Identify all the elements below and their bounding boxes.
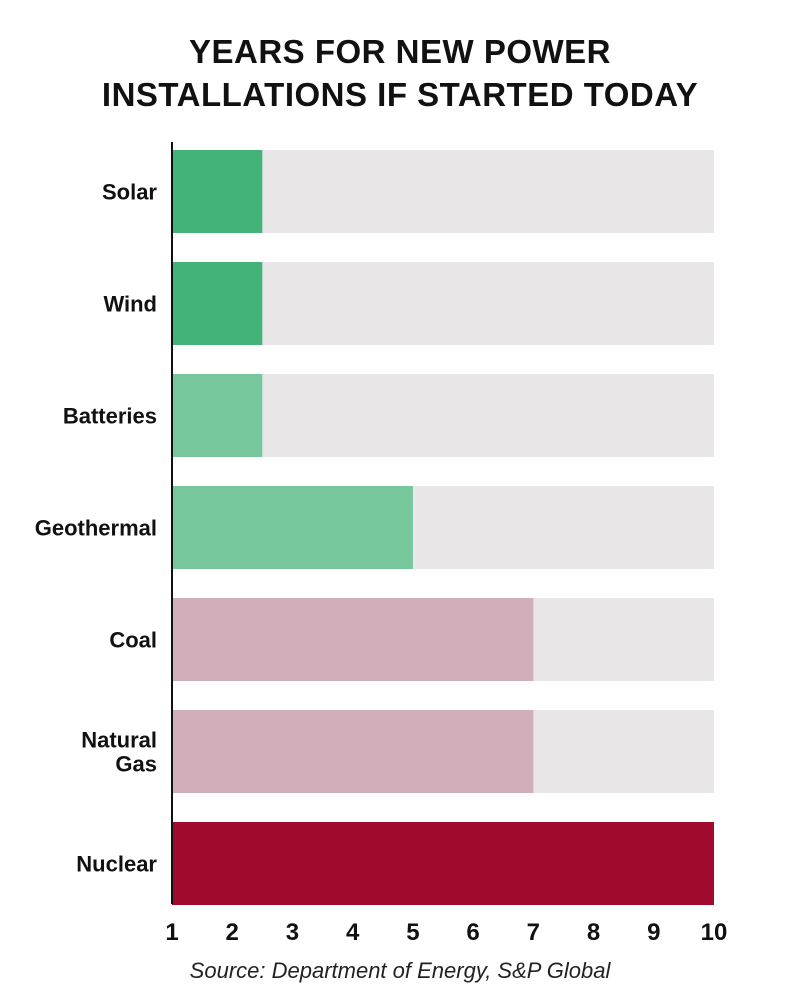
category-label: Gas xyxy=(115,752,157,777)
x-tick-label: 3 xyxy=(286,919,299,946)
category-label: Nuclear xyxy=(76,852,157,877)
category-label: Solar xyxy=(102,180,157,205)
x-tick-label: 6 xyxy=(466,919,479,946)
category-label: Natural xyxy=(81,728,157,753)
category-label: Geothermal xyxy=(35,516,157,541)
source-note: Source: Department of Energy, S&P Global xyxy=(189,958,611,983)
x-tick-label: 5 xyxy=(406,919,419,946)
x-tick-label: 8 xyxy=(587,919,600,946)
bar xyxy=(172,822,714,905)
x-tick-label: 1 xyxy=(165,919,178,946)
category-label: Batteries xyxy=(63,404,157,429)
bar xyxy=(172,486,413,569)
chart-title: YEARS FOR NEW POWER INSTALLATIONS IF STA… xyxy=(0,30,800,116)
x-tick-label: 10 xyxy=(701,919,728,946)
x-tick-label: 2 xyxy=(226,919,239,946)
bar xyxy=(172,262,263,345)
bar xyxy=(172,150,263,233)
title-line-1: YEARS FOR NEW POWER xyxy=(188,33,612,70)
x-tick-label: 4 xyxy=(346,919,360,946)
x-tick-label: 9 xyxy=(647,919,660,946)
title-line-2: INSTALLATIONS IF STARTED TODAY xyxy=(101,76,699,113)
bar xyxy=(172,598,534,681)
x-tick-label: 7 xyxy=(527,919,540,946)
bar xyxy=(172,710,534,793)
category-label: Coal xyxy=(109,628,157,653)
category-label: Wind xyxy=(103,292,157,317)
bar xyxy=(172,374,263,457)
